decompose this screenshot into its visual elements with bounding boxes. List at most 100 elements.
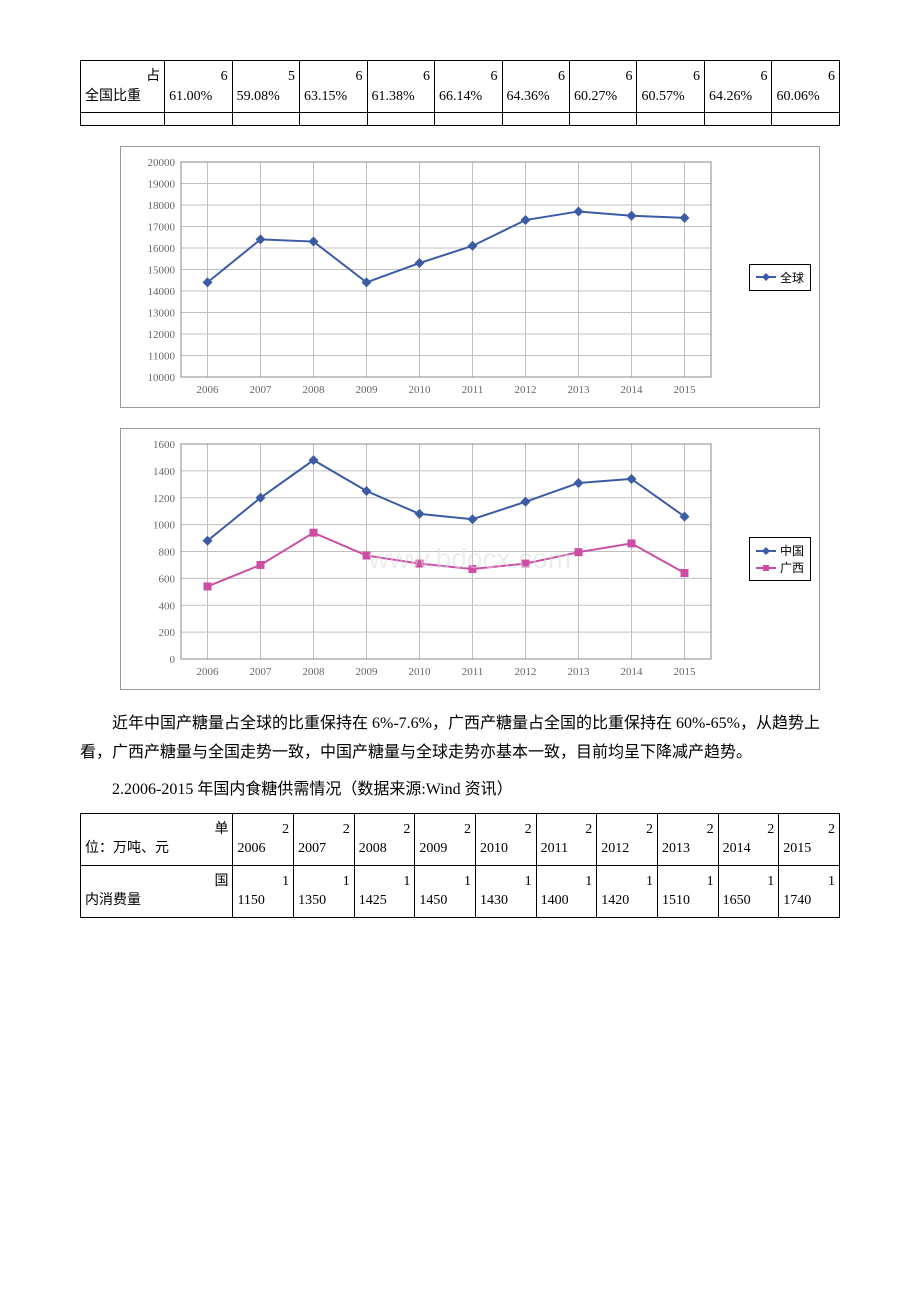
year-cell: 22011 xyxy=(536,813,597,865)
row-label-cell: 国 内消费量 xyxy=(81,865,233,917)
ratio-table: 占 全国比重 661.00% 559.08% 663.15% 661.38% 6… xyxy=(80,60,840,126)
svg-text:2008: 2008 xyxy=(303,666,326,678)
year-val: 2013 xyxy=(662,841,690,856)
svg-text:2006: 2006 xyxy=(197,384,220,396)
year-val: 2011 xyxy=(541,841,568,856)
year-cell: 22009 xyxy=(415,813,476,865)
svg-text:2013: 2013 xyxy=(568,666,591,678)
year-cell: 22007 xyxy=(294,813,355,865)
svg-text:400: 400 xyxy=(159,600,176,612)
cell-val: 1510 xyxy=(662,893,690,908)
chart-svg: 0200400600800100012001400160020062007200… xyxy=(121,429,745,689)
svg-text:2011: 2011 xyxy=(462,666,484,678)
svg-text:0: 0 xyxy=(170,654,176,666)
cell-val: 1425 xyxy=(359,893,387,908)
legend-label: 中国 xyxy=(780,542,804,559)
year-val: 2015 xyxy=(783,841,811,856)
svg-text:2011: 2011 xyxy=(462,384,484,396)
ratio-cell: 661.00% xyxy=(165,61,232,113)
svg-text:2008: 2008 xyxy=(303,384,326,396)
svg-text:14000: 14000 xyxy=(148,286,176,298)
value-cell: 11510 xyxy=(657,865,718,917)
year-val: 2007 xyxy=(298,841,326,856)
cell-val: 60.27% xyxy=(574,89,617,104)
cell-val: 60.06% xyxy=(776,89,819,104)
value-cell: 11425 xyxy=(354,865,415,917)
legend-label: 全球 xyxy=(780,269,804,286)
svg-text:2012: 2012 xyxy=(515,384,537,396)
row-label: 内消费量 xyxy=(85,893,141,908)
year-val: 2008 xyxy=(359,841,387,856)
ratio-cell: 661.38% xyxy=(367,61,434,113)
value-cell: 11450 xyxy=(415,865,476,917)
svg-text:2015: 2015 xyxy=(674,384,697,396)
legend-line-icon xyxy=(756,567,776,569)
svg-text:12000: 12000 xyxy=(148,329,176,341)
value-cell: 11420 xyxy=(597,865,658,917)
legend-label: 广西 xyxy=(780,559,804,576)
cell-val: 1350 xyxy=(298,893,326,908)
svg-text:2006: 2006 xyxy=(197,666,220,678)
svg-text:2014: 2014 xyxy=(621,666,644,678)
svg-text:2013: 2013 xyxy=(568,384,591,396)
table-header-row: 单 位：万吨、元 22006 22007 22008 22009 22010 2… xyxy=(81,813,840,865)
section-heading: 2.2006-2015 年国内食糖供需情况（数据来源:Wind 资讯） xyxy=(80,776,840,805)
table-row: 占 全国比重 661.00% 559.08% 663.15% 661.38% 6… xyxy=(81,61,840,113)
row-label-cell: 占 全国比重 xyxy=(81,61,165,113)
year-val: 2014 xyxy=(723,841,751,856)
ratio-cell: 660.57% xyxy=(637,61,704,113)
svg-text:600: 600 xyxy=(159,574,176,586)
svg-text:2012: 2012 xyxy=(515,666,537,678)
svg-text:200: 200 xyxy=(159,627,176,639)
cell-val: 1740 xyxy=(783,893,811,908)
svg-text:11000: 11000 xyxy=(148,351,176,363)
svg-text:800: 800 xyxy=(159,547,176,559)
ratio-cell: 664.36% xyxy=(502,61,569,113)
svg-text:2014: 2014 xyxy=(621,384,644,396)
cell-val: 1400 xyxy=(541,893,569,908)
ratio-cell: 660.06% xyxy=(772,61,840,113)
value-cell: 11350 xyxy=(294,865,355,917)
table-row: 国 内消费量 11150 11350 11425 11450 11430 114… xyxy=(81,865,840,917)
year-val: 2012 xyxy=(601,841,629,856)
label-suffix: 国 xyxy=(214,872,228,892)
year-cell: 22015 xyxy=(779,813,840,865)
label-suffix: 占 xyxy=(146,67,160,87)
value-cell: 11740 xyxy=(779,865,840,917)
value-cell: 11400 xyxy=(536,865,597,917)
ratio-cell: 663.15% xyxy=(300,61,367,113)
cell-val: 1650 xyxy=(723,893,751,908)
year-cell: 22014 xyxy=(718,813,779,865)
global-chart: 1000011000120001300014000150001600017000… xyxy=(120,146,820,408)
svg-text:2010: 2010 xyxy=(409,666,432,678)
year-cell: 22013 xyxy=(657,813,718,865)
svg-text:1000: 1000 xyxy=(153,520,176,532)
cell-val: 1450 xyxy=(419,893,447,908)
year-cell: 22012 xyxy=(597,813,658,865)
chart-legend: 中国 广西 xyxy=(749,537,811,581)
china-guangxi-chart: www.bdocx.com 02004006008001000120014001… xyxy=(120,428,820,690)
chart-svg: 1000011000120001300014000150001600017000… xyxy=(121,147,745,407)
ratio-cell: 660.27% xyxy=(569,61,636,113)
ratio-cell: 666.14% xyxy=(435,61,502,113)
svg-text:1200: 1200 xyxy=(153,493,176,505)
cell-val: 64.36% xyxy=(507,89,550,104)
label-suffix: 单 xyxy=(214,820,228,840)
row-label: 全国比重 xyxy=(85,89,141,104)
value-cell: 11430 xyxy=(476,865,537,917)
value-cell: 11650 xyxy=(718,865,779,917)
cell-val: 66.14% xyxy=(439,89,482,104)
value-cell: 11150 xyxy=(233,865,294,917)
legend-item: 中国 xyxy=(756,542,804,559)
cell-val: 64.26% xyxy=(709,89,752,104)
legend-line-icon xyxy=(756,276,776,278)
year-val: 2006 xyxy=(237,841,265,856)
chart-legend: 全球 xyxy=(749,264,811,291)
svg-text:10000: 10000 xyxy=(148,372,176,384)
year-val: 2009 xyxy=(419,841,447,856)
cell-val: 1430 xyxy=(480,893,508,908)
svg-text:2009: 2009 xyxy=(356,384,379,396)
legend-item: 广西 xyxy=(756,559,804,576)
svg-text:1600: 1600 xyxy=(153,439,176,451)
header-label: 位：万吨、元 xyxy=(85,841,169,856)
